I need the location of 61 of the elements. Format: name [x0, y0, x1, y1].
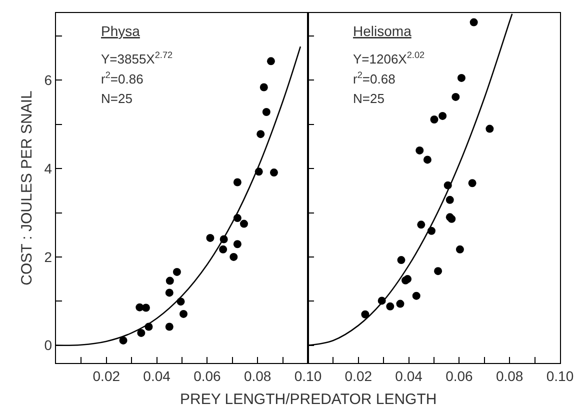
point — [434, 267, 442, 276]
point — [396, 300, 404, 308]
x-tick-label: 0.10 — [546, 368, 574, 384]
y-tick-label: 4 — [44, 160, 52, 176]
point — [206, 234, 214, 242]
x-tick-label: 0.02 — [92, 368, 120, 384]
point — [270, 168, 278, 177]
point — [397, 256, 406, 264]
point — [416, 146, 424, 154]
y-tick-label: 6 — [44, 72, 52, 88]
x-tick-label: 0.06 — [194, 368, 222, 384]
y-axis-title: COST : JOULES PER SNAIL — [18, 90, 36, 286]
point — [137, 328, 146, 337]
x-tick-label: 0.04 — [395, 368, 423, 384]
point — [240, 220, 248, 228]
point — [470, 18, 478, 26]
point — [260, 83, 268, 92]
x-tick-label: 0.08 — [244, 368, 272, 384]
x-axis-title: PREY LENGTH/PREDATOR LENGTH — [180, 391, 437, 408]
point — [230, 252, 238, 261]
point — [233, 178, 242, 186]
point — [172, 268, 181, 276]
point — [438, 112, 447, 120]
point — [486, 124, 494, 133]
x-tick-label: 0.06 — [446, 368, 474, 384]
point — [166, 276, 174, 285]
point — [266, 57, 275, 66]
annotation: Physa — [101, 23, 140, 39]
x-tick-label: 0.08 — [496, 368, 524, 384]
point — [262, 108, 270, 116]
point — [165, 288, 174, 297]
point — [417, 220, 426, 229]
point — [446, 196, 454, 204]
point — [386, 302, 394, 310]
point — [423, 156, 432, 164]
annotation: Helisoma — [353, 23, 412, 39]
y-tick-label: 2 — [44, 248, 52, 265]
point — [452, 92, 460, 101]
point — [456, 245, 464, 254]
annotation: r$^{2}$=0.86 — [101, 70, 144, 86]
point — [142, 304, 150, 312]
point — [256, 130, 265, 138]
x-tick-label: 0.04 — [143, 368, 171, 384]
point — [457, 74, 466, 82]
point — [233, 240, 242, 248]
y-tick-label: 0 — [44, 337, 52, 354]
point — [180, 310, 188, 318]
annotation: Y=1206X$^{2.02}$ — [353, 50, 425, 66]
point — [412, 292, 420, 300]
x-tick-label: 0.10 — [294, 368, 322, 384]
point — [468, 179, 476, 188]
point — [119, 336, 128, 344]
annotation: N=25 — [101, 91, 132, 106]
annotation: r$^{2}$=0.68 — [353, 70, 396, 86]
point — [219, 245, 228, 254]
annotation: N=25 — [353, 91, 384, 106]
annotation: Y=3855X$^{2.72}$ — [101, 50, 173, 66]
point — [165, 322, 174, 331]
point — [430, 116, 438, 124]
point — [361, 310, 370, 318]
x-tick-label: 0.02 — [344, 368, 372, 384]
